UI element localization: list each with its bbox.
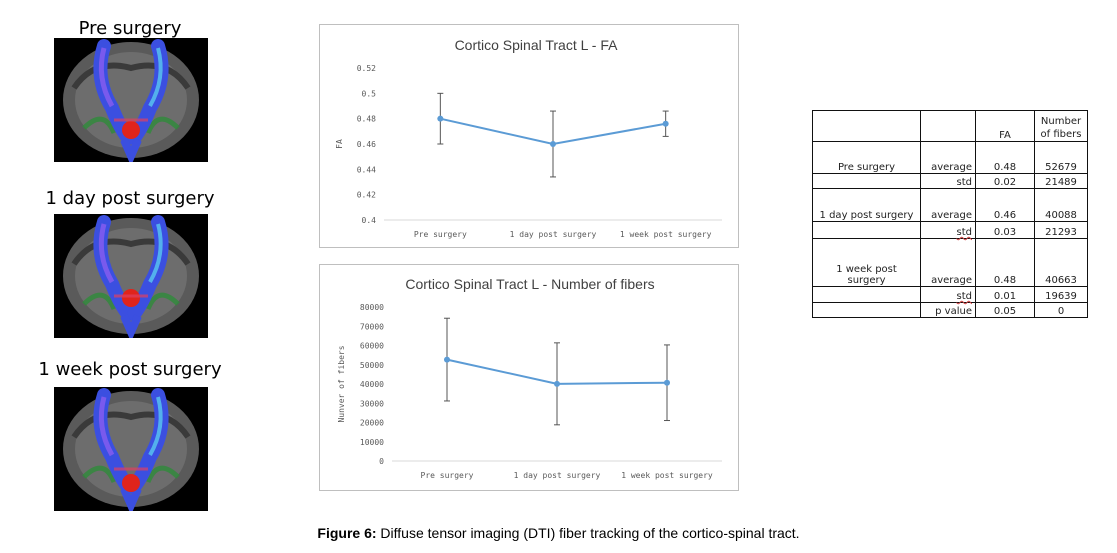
group-label (812, 302, 921, 318)
fibers-value: 0 (1034, 302, 1088, 318)
group-label (812, 286, 921, 303)
y-tick-label: 0.5 (362, 89, 377, 98)
x-tick-label: Pre surgery (421, 471, 474, 480)
fibers-chart: Cortico Spinal Tract L - Number of fiber… (319, 264, 739, 491)
table-row: Pre surgery average 0.48 52679 (812, 141, 1088, 174)
y-tick-label: 0.46 (357, 140, 376, 149)
y-tick-label: 0 (379, 457, 384, 466)
fa-value: 0.05 (975, 302, 1035, 318)
stats-table: FA Number of fibers Pre surgery average … (812, 110, 1088, 318)
fa-value: 0.02 (975, 173, 1035, 189)
header-fibers: Number of fibers (1034, 110, 1088, 142)
brain-image-pre (54, 38, 208, 162)
fa-value: 0.03 (975, 221, 1035, 239)
brain-image-1day (54, 214, 208, 338)
header-fibers-line1: Number (1040, 116, 1082, 127)
stat-label: average (920, 188, 976, 222)
stat-label: std (920, 286, 976, 303)
figure-caption: Figure 6: Diffuse tensor imaging (DTI) f… (0, 525, 1117, 541)
fibers-value: 40663 (1034, 238, 1088, 287)
y-tick-label: 50000 (360, 361, 384, 370)
group-label: Pre surgery (812, 141, 921, 174)
y-axis-label: Nunver of fibers (337, 345, 346, 422)
group-label: 1 week post surgery (812, 238, 921, 287)
stat-label: std (920, 173, 976, 189)
caption-label: Figure 6: (317, 525, 377, 541)
chart-title: Cortico Spinal Tract L - Number of fiber… (405, 276, 654, 292)
fibers-value: 21293 (1034, 221, 1088, 239)
x-tick-label: 1 week post surgery (620, 230, 712, 239)
panel-label-1week: 1 week post surgery (38, 359, 222, 380)
fibers-value: 52679 (1034, 141, 1088, 174)
y-tick-label: 20000 (360, 419, 384, 428)
y-tick-label: 10000 (360, 438, 384, 447)
y-tick-label: 30000 (360, 399, 384, 408)
table-cell (812, 110, 921, 142)
header-fibers-line2: of fibers (1040, 129, 1082, 140)
header-fa: FA (975, 110, 1035, 142)
group-label: 1 day post surgery (812, 188, 921, 222)
y-tick-label: 80000 (360, 303, 384, 312)
data-point (550, 141, 556, 147)
y-tick-label: 0.4 (362, 216, 377, 225)
y-tick-label: 60000 (360, 342, 384, 351)
y-tick-label: 0.44 (357, 165, 376, 174)
fa-value: 0.48 (975, 141, 1035, 174)
y-tick-label: 0.48 (357, 115, 376, 124)
stat-label: p value (920, 302, 976, 318)
y-tick-label: 40000 (360, 380, 384, 389)
y-axis-label: FA (335, 139, 344, 149)
x-tick-label: Pre surgery (414, 230, 467, 239)
fa-value: 0.48 (975, 238, 1035, 287)
x-tick-label: 1 week post surgery (621, 471, 713, 480)
fibers-value: 21489 (1034, 173, 1088, 189)
data-point (662, 120, 669, 127)
table-cell (920, 110, 976, 142)
group-label (812, 221, 921, 239)
table-row: 1 week post surgery average 0.48 40663 (812, 238, 1088, 287)
group-label (812, 173, 921, 189)
panel-label-pre: Pre surgery (78, 18, 182, 39)
table-row: 1 day post surgery average 0.46 40088 (812, 188, 1088, 222)
y-tick-label: 0.52 (357, 64, 376, 73)
fibers-value: 19639 (1034, 286, 1088, 303)
stat-label: average (920, 238, 976, 287)
chart-title: Cortico Spinal Tract L - FA (455, 37, 619, 53)
table-row: std 0.02 21489 (812, 173, 1088, 189)
panel-label-1day: 1 day post surgery (45, 188, 215, 209)
y-tick-label: 70000 (360, 322, 384, 331)
stat-label: std (920, 221, 976, 239)
stat-label: average (920, 141, 976, 174)
data-point (437, 115, 444, 122)
table-header-row: FA Number of fibers (812, 110, 1088, 142)
fa-value: 0.01 (975, 286, 1035, 303)
table-row: std 0.03 21293 (812, 221, 1088, 239)
y-tick-label: 0.42 (357, 191, 376, 200)
table-row: p value 0.05 0 (812, 302, 1088, 318)
caption-text: Diffuse tensor imaging (DTI) fiber track… (376, 525, 800, 541)
brain-image-1week (54, 387, 208, 511)
fibers-value: 40088 (1034, 188, 1088, 222)
x-tick-label: 1 day post surgery (514, 471, 601, 480)
data-point (444, 356, 450, 363)
fa-value: 0.46 (975, 188, 1035, 222)
fa-chart: Cortico Spinal Tract L - FA 0.52 0.5 0.48 0.… (319, 24, 739, 248)
data-point (664, 379, 670, 386)
data-point (554, 380, 560, 387)
x-tick-label: 1 day post surgery (510, 230, 597, 239)
table-row: std 0.01 19639 (812, 286, 1088, 303)
